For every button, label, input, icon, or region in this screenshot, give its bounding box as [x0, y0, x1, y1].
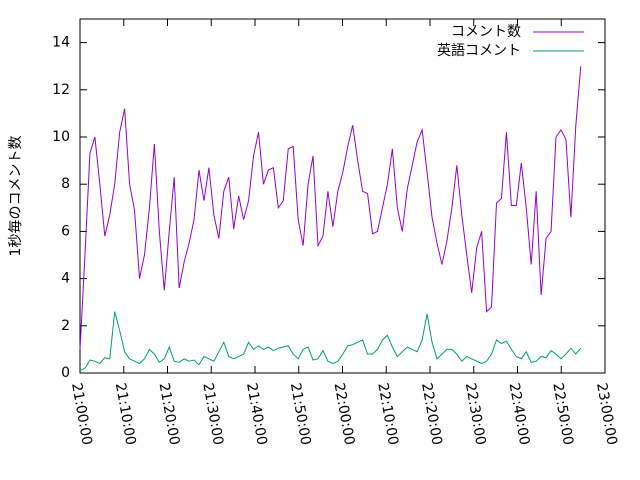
data-line	[79, 66, 582, 350]
y-axis-label: 1秒毎のコメント数	[8, 136, 24, 257]
x-tick-label: 22:40:00	[506, 382, 533, 447]
x-tick-label: 21:30:00	[199, 382, 226, 447]
legend-label: 英語コメント	[437, 42, 521, 59]
y-tick-label: 8	[61, 176, 70, 192]
x-tick-label: 21:40:00	[243, 382, 270, 447]
x-tick-label: 22:20:00	[418, 382, 445, 447]
x-tick-label: 23:00:00	[593, 382, 620, 447]
x-tick-label: 21:20:00	[156, 382, 183, 447]
y-tick-label: 6	[61, 223, 70, 239]
x-tick-label: 22:10:00	[374, 382, 401, 447]
y-tick-label: 2	[61, 318, 70, 334]
y-tick-label: 14	[52, 35, 70, 51]
x-tick-label: 21:50:00	[287, 382, 314, 447]
y-tick-label: 4	[61, 271, 70, 287]
legend-label: コメント数	[451, 24, 521, 40]
x-tick-label: 21:00:00	[68, 382, 95, 447]
x-tick-label: 22:00:00	[331, 382, 358, 447]
x-tick-label: 22:30:00	[462, 382, 489, 447]
y-tick-label: 12	[52, 82, 70, 98]
y-tick-label: 0	[61, 365, 70, 381]
data-line	[79, 311, 582, 372]
plot-frame	[79, 18, 606, 374]
y-tick-label: 10	[52, 129, 70, 145]
x-tick-label: 21:10:00	[112, 382, 139, 447]
x-tick-label: 22:50:00	[549, 382, 576, 447]
